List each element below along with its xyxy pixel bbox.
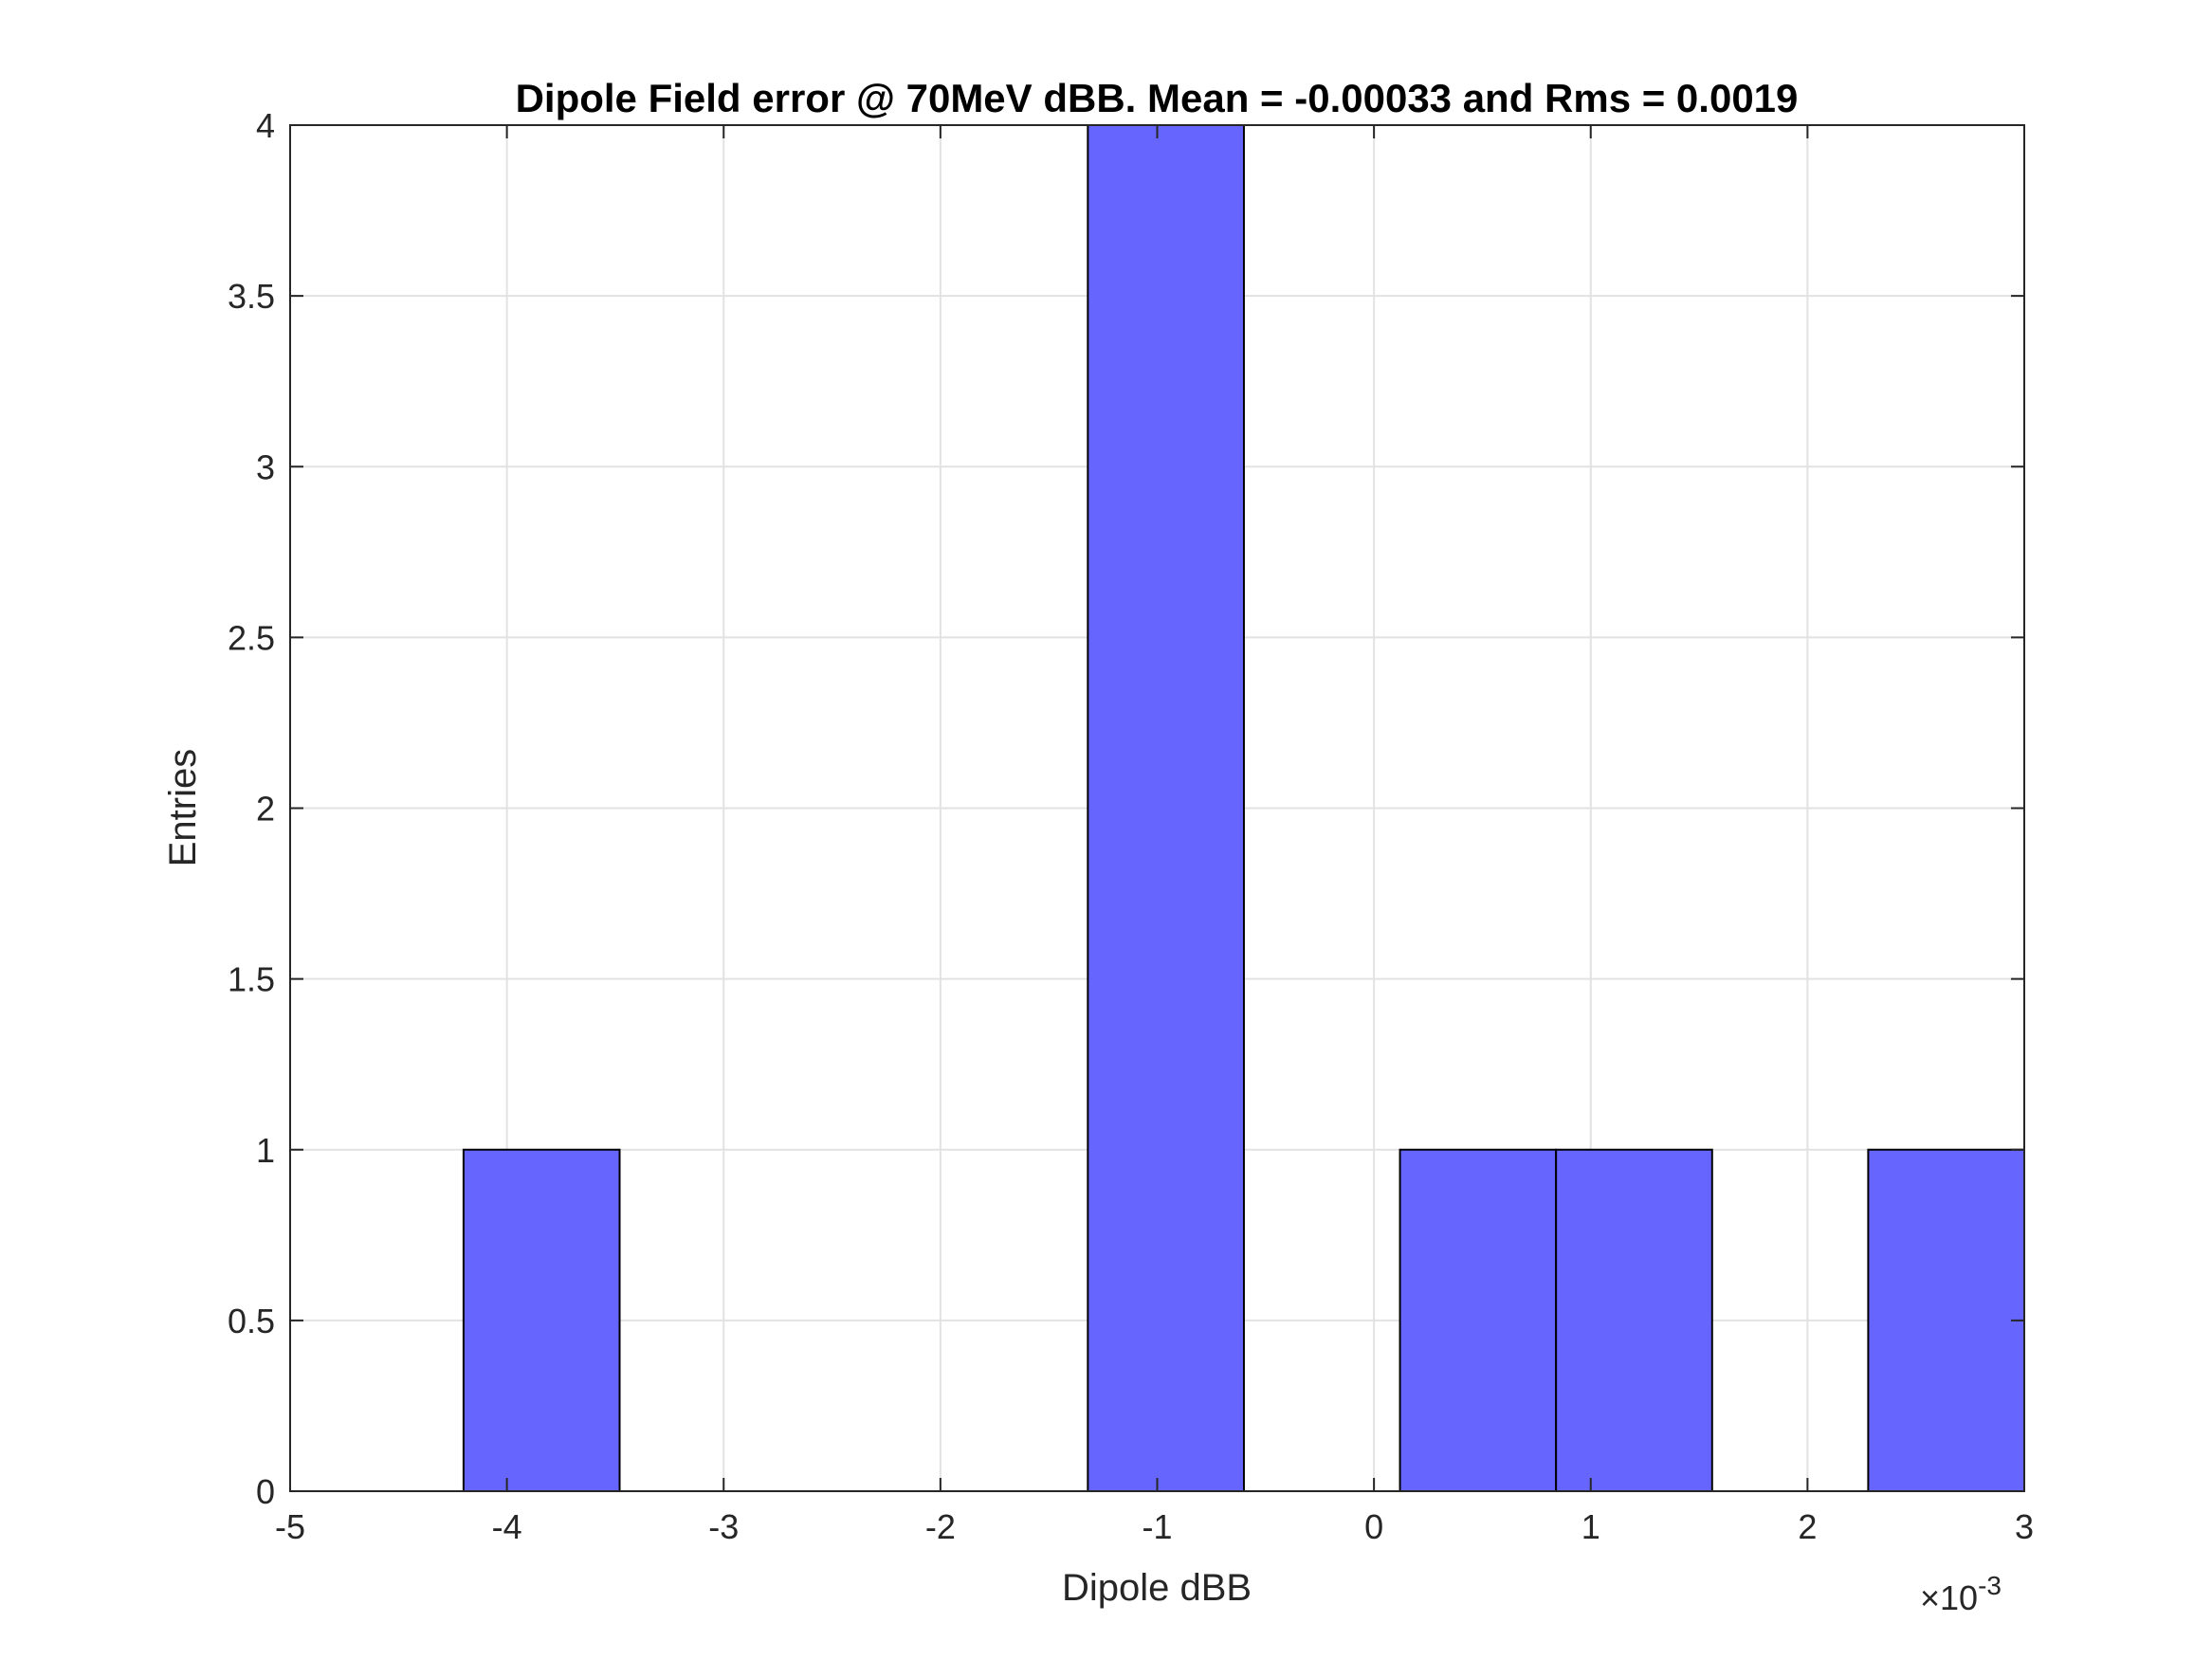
histogram-bar [462,1148,621,1492]
x-exponent-power: -3 [1978,1571,2002,1600]
x-tick-label: 1 [1581,1507,1600,1546]
y-tick-label: 2.5 [228,618,275,657]
histogram-bars [462,124,2026,1492]
y-tick-label: 3.5 [228,277,275,316]
y-tick-label: 0.5 [228,1302,275,1340]
x-tick-label: -3 [708,1507,739,1546]
x-exponent-label: ×10-3 [1920,1571,2002,1617]
x-tick-label: -2 [925,1507,956,1546]
histogram-bar [1867,1148,2026,1492]
x-tick-label: -4 [492,1507,522,1546]
chart-title: Dipole Field error @ 70MeV dBB. Mean = -… [516,76,1799,120]
x-tick-label: -1 [1142,1507,1172,1546]
histogram-bar [1087,124,1245,1492]
y-tick-label: 1.5 [228,960,275,999]
x-tick-label: 0 [1364,1507,1383,1546]
y-tick-label: 1 [256,1131,275,1170]
y-tick-label: 4 [256,106,275,145]
x-tick-label: 2 [1798,1507,1817,1546]
y-tick-label: 0 [256,1472,275,1511]
x-tick-label: 3 [2015,1507,2034,1546]
y-tick-label: 3 [256,447,275,486]
histogram-bar [1555,1148,1713,1492]
y-axis-label: Entries [162,749,204,867]
x-axis-label: Dipole dBB [1062,1567,1252,1609]
y-tick-label: 2 [256,790,275,829]
histogram-bar [1398,1148,1558,1492]
y-tick-labels: 0 0.5 1 1.5 2 2.5 3 3.5 4 [228,106,275,1511]
x-tick-label: -5 [275,1507,305,1546]
x-exponent-base: ×10 [1920,1578,1978,1617]
x-tick-labels: -5 -4 -3 -2 -1 0 1 2 3 [275,1507,2034,1546]
tick-marks [289,124,2025,1492]
